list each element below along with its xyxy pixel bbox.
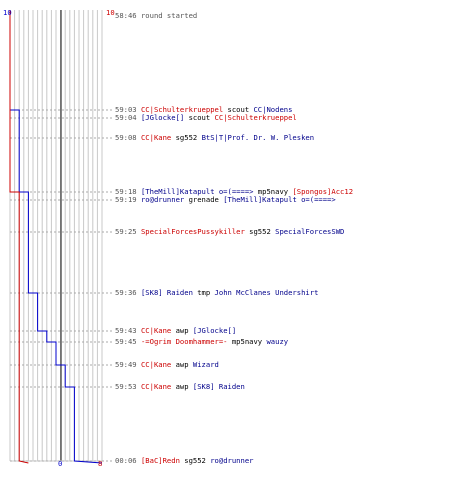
player-name: CC|Kane <box>140 382 172 391</box>
event-weapon: awp <box>171 360 193 369</box>
event-time: 58:46 <box>115 11 137 20</box>
event-weapon: tmp <box>192 288 215 297</box>
event-time: 59:36 <box>115 288 137 297</box>
event-weapon: scout <box>223 105 254 114</box>
event-row: 59:18 [TheMill]Katapult o=(====> mp5navy… <box>115 187 353 196</box>
event-weapon: awp <box>171 382 193 391</box>
player-name: CC|Schulterkrueppel <box>140 105 224 114</box>
event-row: 59:36 [SK8] Raiden tmp John McClanes Und… <box>115 288 318 297</box>
red-end-count: 8 <box>98 459 102 468</box>
event-row: 59:08 CC|Kane sg552 BtS|T|Prof. Dr. W. P… <box>115 133 314 142</box>
event-row: 59:04 [JGlocke[] scout CC|Schulterkruepp… <box>115 113 297 122</box>
event-row: 59:19 ro@drunner grenade [TheMill]Katapu… <box>115 195 336 204</box>
event-weapon: scout <box>184 113 215 122</box>
player-name: CC|Kane <box>140 360 172 369</box>
player-name: SpecialForcesSWD <box>275 227 345 236</box>
player-name: BtS|T|Prof. Dr. W. Plesken <box>201 133 315 142</box>
event-time: 59:04 <box>115 113 137 122</box>
event-weapon: mp5navy <box>227 337 267 346</box>
event-time: 59:49 <box>115 360 137 369</box>
event-weapon: sg552 <box>179 456 211 465</box>
player-name: CC|Kane <box>140 326 172 335</box>
player-name: [JGlocke[] <box>140 113 185 122</box>
player-name: [TheMill]Katapult o=(====> <box>140 187 254 196</box>
player-name: ro@drunner <box>140 195 185 204</box>
event-row: 59:43 CC|Kane awp [JGlocke[] <box>115 326 236 335</box>
event-row: 00:06 [BaC]Redn sg552 ro@drunner <box>115 456 254 465</box>
event-dash-lines <box>10 109 112 462</box>
event-time: 59:18 <box>115 187 137 196</box>
blue-team-line <box>9 10 103 464</box>
player-name: [TheMill]Katapult o=(====> <box>223 195 336 204</box>
event-text: round started <box>140 11 198 20</box>
player-name: CC|Kane <box>140 133 172 142</box>
player-name: ro@drunner <box>210 456 254 465</box>
event-time: 00:06 <box>115 456 137 465</box>
chart-grid <box>9 10 103 462</box>
event-time: 59:08 <box>115 133 137 142</box>
red-start-count: 10 <box>106 8 115 17</box>
red-team-line <box>9 10 29 464</box>
event-row: 59:25 SpecialForcesPussykiller sg552 Spe… <box>115 227 344 236</box>
event-row: 58:46 round started <box>115 11 197 20</box>
event-row: 59:45 -=Ogrim Doomhammer=- mp5navy wauzy <box>115 337 288 346</box>
player-name: -=Ogrim Doomhammer=- <box>140 337 228 346</box>
player-name: [BaC]Redn <box>140 456 180 465</box>
event-row: 59:53 CC|Kane awp [SK8] Raiden <box>115 382 245 391</box>
event-row: 59:49 CC|Kane awp Wizard <box>115 360 219 369</box>
event-time: 59:19 <box>115 195 137 204</box>
player-name: John McClanes Undershirt <box>214 288 319 297</box>
event-time: 59:43 <box>115 326 137 335</box>
player-name: [Spongos]Acc12 <box>292 187 354 196</box>
player-name: [JGlocke[] <box>192 326 237 335</box>
player-name: Wizard <box>192 360 219 369</box>
player-name: CC|Nodens <box>253 105 293 114</box>
player-name: CC|Schulterkrueppel <box>214 113 297 122</box>
event-weapon: mp5navy <box>253 187 293 196</box>
event-time: 59:25 <box>115 227 137 236</box>
event-weapon: sg552 <box>171 133 202 142</box>
player-name: [SK8] Raiden <box>140 288 193 297</box>
event-time: 59:45 <box>115 337 137 346</box>
team-lines <box>9 10 103 464</box>
player-name: SpecialForcesPussykiller <box>140 227 245 236</box>
event-weapon: grenade <box>184 195 224 204</box>
event-weapon: awp <box>171 326 193 335</box>
player-name: [SK8] Raiden <box>192 382 245 391</box>
event-time: 59:53 <box>115 382 137 391</box>
blue-start-count: 10 <box>3 8 12 17</box>
event-time: 59:03 <box>115 105 137 114</box>
blue-end-count: 0 <box>58 459 62 468</box>
player-name: wauzy <box>266 337 289 346</box>
event-row: 59:03 CC|Schulterkrueppel scout CC|Noden… <box>115 105 292 114</box>
event-weapon: sg552 <box>244 227 276 236</box>
